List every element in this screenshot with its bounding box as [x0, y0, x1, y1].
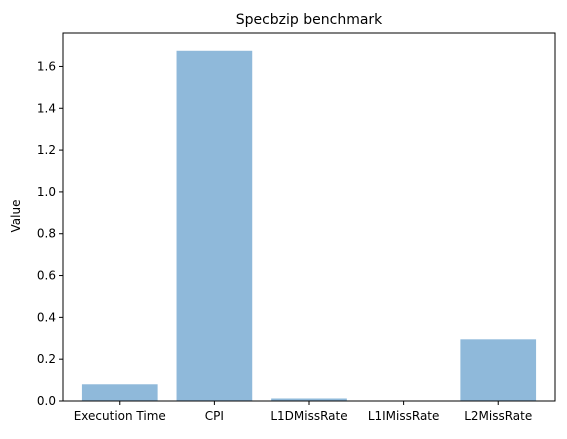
- bars-group: [82, 51, 536, 401]
- y-tick-label: 0.4: [37, 310, 56, 324]
- y-tick-label: 0.8: [37, 227, 56, 241]
- x-tick-label: Execution Time: [74, 409, 166, 423]
- x-tick-label: L1DMissRate: [270, 409, 347, 423]
- bar-cpi: [177, 51, 253, 401]
- y-tick-label: 1.6: [37, 59, 56, 73]
- y-tick-label: 1.4: [37, 101, 56, 115]
- y-tick-label: 0.2: [37, 352, 56, 366]
- x-axis-ticks: Execution Time CPI L1DMissRate L1IMissRate L…: [74, 401, 533, 423]
- bar-execution-time: [82, 384, 158, 401]
- x-tick-label: L1IMissRate: [368, 409, 440, 423]
- x-tick-label: CPI: [205, 409, 224, 423]
- y-tick-label: 1.2: [37, 143, 56, 157]
- y-axis-ticks: 0.0 0.2 0.4 0.6 0.8 1.0 1.2 1.4 1.6: [37, 59, 63, 408]
- x-tick-label: L2MissRate: [464, 409, 532, 423]
- bar-l2missrate: [460, 339, 536, 401]
- y-tick-label: 0.6: [37, 269, 56, 283]
- chart-title: Specbzip benchmark: [236, 12, 383, 28]
- y-axis-label: Value: [9, 200, 23, 233]
- y-tick-label: 0.0: [37, 394, 56, 408]
- y-tick-label: 1.0: [37, 185, 56, 199]
